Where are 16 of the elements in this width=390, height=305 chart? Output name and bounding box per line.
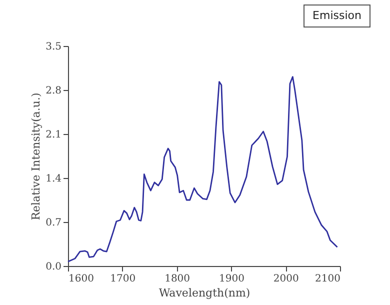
x-tick-label: 1700 bbox=[110, 274, 136, 284]
text: Emission bbox=[312, 9, 362, 22]
y-tick-label: 2.1 bbox=[46, 130, 62, 140]
x-axis-title: Wavelength(nm) bbox=[158, 286, 250, 300]
y-tick-label: 1.4 bbox=[46, 174, 62, 184]
y-tick-label: 0.7 bbox=[46, 218, 62, 228]
y-tick-label: 2.8 bbox=[46, 86, 62, 96]
y-tick-label: 3.5 bbox=[46, 42, 62, 52]
line-series bbox=[67, 76, 338, 262]
y-axis-title: Relative Intensity(a.u.) bbox=[30, 92, 43, 220]
y-tick-label: 0.0 bbox=[46, 262, 62, 272]
x-tick-label: 1800 bbox=[164, 274, 190, 284]
x-tick-label: 2000 bbox=[273, 274, 299, 284]
x-tick-label: 1600 bbox=[68, 274, 94, 284]
x-tick-label: 1900 bbox=[218, 274, 244, 284]
x-tick-label: 2100 bbox=[315, 274, 340, 284]
